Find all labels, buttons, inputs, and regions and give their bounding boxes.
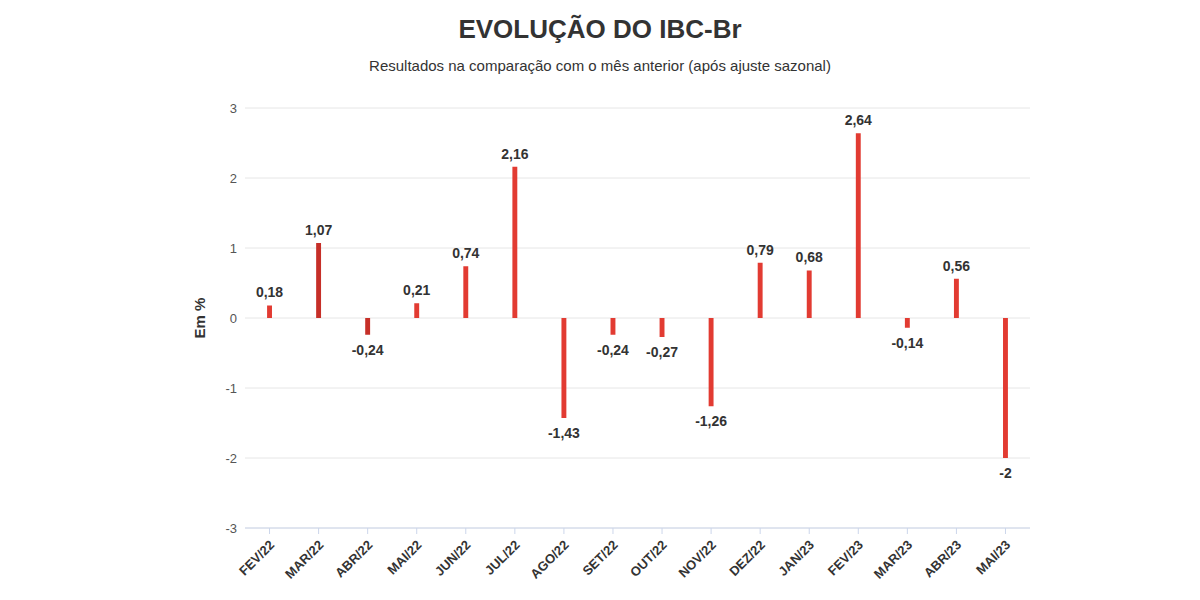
svg-text:JUL/22: JUL/22 [482, 537, 523, 578]
svg-text:-1: -1 [225, 381, 237, 396]
html-text:Resultados na comparação com o: Resultados na comparação com o mês anter… [369, 57, 831, 74]
svg-text:OUT/22: OUT/22 [627, 537, 670, 580]
svg-text:SET/22: SET/22 [579, 537, 620, 578]
svg-text:-1,26: -1,26 [695, 413, 727, 429]
svg-text:-0,24: -0,24 [352, 342, 384, 358]
svg-text:-2: -2 [225, 451, 237, 466]
svg-text:0,56: 0,56 [943, 258, 970, 274]
svg-text:JAN/23: JAN/23 [775, 537, 817, 579]
svg-text:0: 0 [230, 311, 237, 326]
svg-text:-0,24: -0,24 [597, 342, 629, 358]
svg-text:-1,43: -1,43 [548, 425, 580, 441]
svg-text:-0,27: -0,27 [646, 344, 678, 360]
svg-text:-0,14: -0,14 [891, 335, 923, 351]
svg-text:ABR/22: ABR/22 [332, 537, 375, 580]
svg-text:3: 3 [230, 101, 237, 116]
svg-text:Em %: Em % [191, 298, 208, 339]
svg-text:-3: -3 [225, 521, 237, 536]
svg-text:2: 2 [230, 171, 237, 186]
svg-text:2,64: 2,64 [845, 112, 872, 128]
svg-text:0,74: 0,74 [452, 245, 479, 261]
svg-text:MAR/23: MAR/23 [871, 537, 915, 581]
svg-text:MAI/22: MAI/22 [384, 537, 424, 577]
svg-text:AGO/22: AGO/22 [527, 537, 571, 581]
svg-text:-2: -2 [999, 465, 1012, 481]
svg-text:NOV/22: NOV/22 [676, 537, 719, 580]
svg-text:0,68: 0,68 [796, 249, 823, 265]
svg-text:1: 1 [230, 241, 237, 256]
svg-text:DEZ/22: DEZ/22 [726, 537, 768, 579]
svg-text:ABR/23: ABR/23 [921, 537, 964, 580]
svg-text:MAR/22: MAR/22 [282, 537, 326, 581]
svg-text:0,79: 0,79 [747, 242, 774, 258]
svg-text:0,18: 0,18 [256, 284, 283, 300]
svg-text:MAI/23: MAI/23 [973, 537, 1013, 577]
svg-text:FEV/22: FEV/22 [236, 537, 277, 578]
svg-text:JUN/22: JUN/22 [432, 537, 474, 579]
svg-text:1,07: 1,07 [305, 222, 332, 238]
svg-text:FEV/23: FEV/23 [825, 537, 866, 578]
html-text:EVOLUÇÃO DO IBC-Br: EVOLUÇÃO DO IBC-Br [458, 14, 742, 44]
svg-text:0,21: 0,21 [403, 282, 430, 298]
svg-text:2,16: 2,16 [501, 146, 528, 162]
